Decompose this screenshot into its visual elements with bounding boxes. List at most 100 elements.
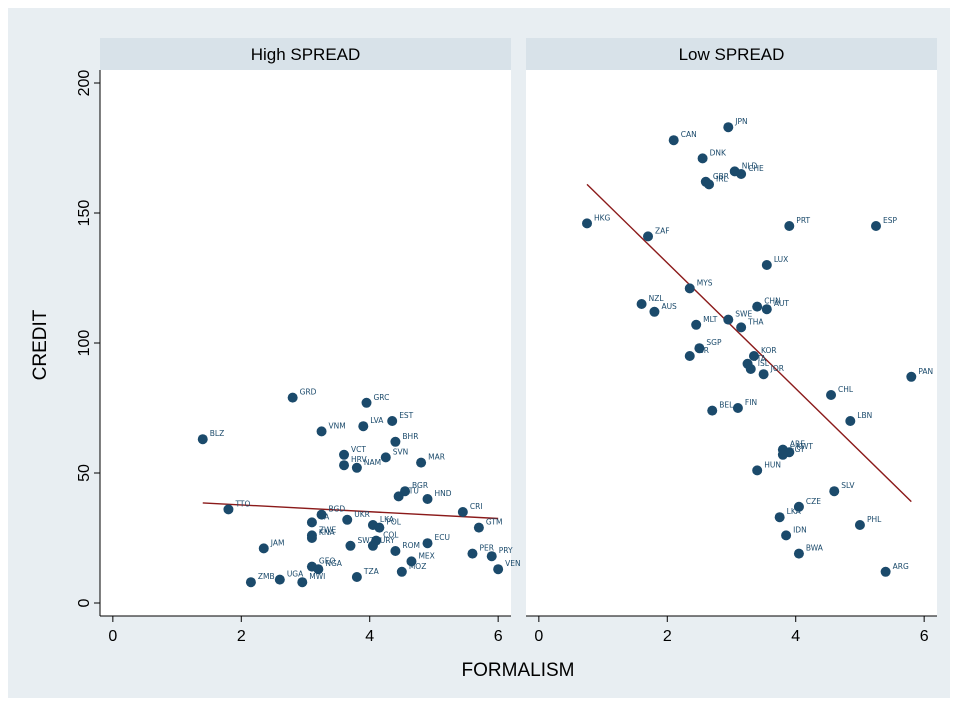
point-label: LUX [774,255,788,264]
data-point [361,397,372,408]
point-label: JPN [734,117,747,126]
data-point [367,540,378,551]
point-label: JAM [270,538,285,547]
point-label: SWE [735,310,752,319]
point-label: IDN [793,525,807,534]
point-label: GBR [713,172,729,181]
data-point [380,452,391,463]
point-label: CHN [764,297,781,306]
point-label: LBN [857,411,872,420]
x-tick-label: 0 [108,628,117,645]
data-point [697,153,708,164]
x-tick-label: 2 [663,628,672,645]
panel-high-spread: High SPREAD 0 2 4 6 GRD GRC BLZ VNM LVA EST BHR VCT S… [100,38,521,645]
x-tick-label: 6 [494,628,503,645]
data-point [649,306,660,317]
point-label: NLD [742,161,758,170]
data-point [406,556,417,567]
point-label: MLT [703,315,718,324]
x-tick-label: 0 [534,628,543,645]
data-point [684,351,695,361]
data-point [704,179,715,190]
point-label: ZMB [258,572,275,581]
data-point [748,351,759,361]
point-label: FIN [745,398,757,407]
data-point [752,301,763,312]
point-label: CZE [806,497,821,506]
point-label: ESP [883,216,897,225]
point-label: UKR [354,510,370,519]
data-point [223,504,234,515]
point-label: ROM [402,541,420,550]
data-point [351,572,362,582]
data-point [422,538,433,549]
data-point [668,135,679,146]
point-label: JOR [770,364,784,373]
data-point [694,343,705,354]
data-point [643,231,654,242]
data-point [342,514,353,525]
data-point [393,491,404,502]
data-point [258,543,269,554]
fitted-line [586,183,912,503]
data-point [582,218,593,229]
point-label: KWT [796,442,813,451]
data-point [732,403,743,413]
point-label: LKA [787,507,802,516]
point-label: DNK [710,148,727,157]
data-point [784,221,795,231]
panel-title: Low SPREAD [679,45,785,64]
point-label: CA [319,512,330,521]
x-tick-label: 2 [237,628,246,645]
x-tick-label: 4 [365,628,374,645]
point-label: ITA [755,354,767,363]
data-point [736,322,747,333]
point-label: TTO [234,499,250,508]
data-point [636,299,647,309]
point-label: MAR [428,453,445,462]
point-label: SWZ [357,536,374,545]
data-point [826,390,837,400]
point-label: KNA [319,528,336,537]
data-point [829,486,840,497]
point-label: PHL [867,515,882,524]
data-point [793,548,804,559]
data-point [457,507,468,517]
point-label: BWA [806,544,824,553]
data-point [390,546,401,556]
data-point [197,434,208,445]
point-label: URY [380,536,395,545]
data-point [374,522,385,533]
y-tick-label: 0 [76,598,93,607]
data-point [416,457,427,468]
point-label: ECU [435,533,450,542]
data-point [723,122,734,133]
point-label: BHR [402,432,418,441]
point-label: MYS [697,278,713,287]
data-point [845,416,856,426]
point-label: ISR [697,346,709,355]
point-label: ISL [758,359,770,368]
point-label: ARE [790,440,805,449]
data-point [723,314,734,325]
x-axis-title: FORMALISM [462,660,575,681]
point-label: MOZ [409,562,427,571]
point-label: SVN [393,447,409,456]
point-label: GRD [300,388,317,397]
fitted-line [202,502,499,520]
point-label: MWI [309,572,325,581]
point-label: SGP [706,338,722,347]
data-point [486,551,497,562]
point-label: VCT [351,445,366,454]
point-label: ZAF [655,226,670,235]
point-label: AUS [661,302,677,311]
point-label: BGR [412,481,428,490]
data-point [306,533,317,543]
point-label: CAN [681,130,697,139]
point-label: LKA [380,515,395,524]
data-point [880,566,891,577]
data-point [777,449,788,460]
data-point [316,426,327,437]
plot-area [526,70,937,616]
